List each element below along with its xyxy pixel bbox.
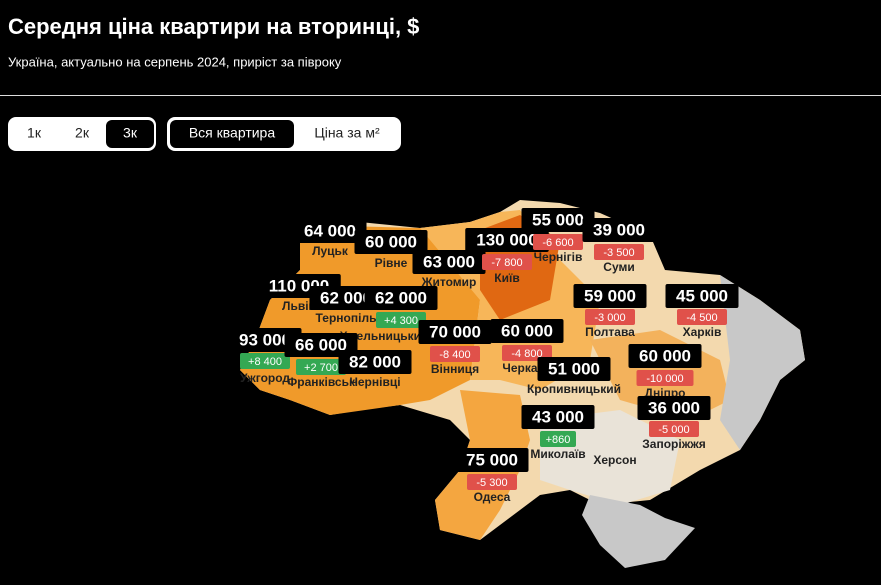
city-name: Ужгород	[240, 371, 290, 385]
city-name: Київ	[494, 271, 519, 285]
city-name: Харків	[683, 325, 722, 339]
chart-title: Середня ціна квартири на вторинці, $	[8, 14, 419, 39]
price-label: 55 000	[532, 210, 584, 229]
change-label: -6 600	[542, 237, 573, 249]
price-label: 62 000	[320, 288, 372, 307]
change-label: -7 800	[491, 257, 522, 269]
price-label: 70 000	[429, 322, 481, 341]
price-box	[637, 396, 711, 420]
price-label: 75 000	[466, 450, 518, 469]
change-label: -4 800	[511, 348, 542, 360]
price-box	[309, 286, 383, 310]
price-box	[521, 208, 595, 232]
change-badge	[636, 370, 694, 386]
tab-selected	[170, 120, 294, 148]
price-label: 60 000	[365, 232, 417, 251]
price-box	[628, 344, 702, 368]
tab[interactable]: Вся квартира	[189, 125, 275, 141]
price-box	[412, 250, 486, 274]
city-name: Рівне	[375, 256, 408, 270]
change-badge	[240, 353, 290, 369]
price-box	[228, 328, 302, 352]
city-name: Чернігів	[534, 250, 583, 264]
change-badge	[467, 474, 517, 490]
tab[interactable]: 1к	[27, 125, 42, 141]
city-name: Франківськ	[287, 375, 356, 389]
change-badge	[296, 359, 346, 375]
change-label: +4 300	[384, 315, 418, 327]
change-label: +860	[546, 434, 571, 446]
price-label: 59 000	[584, 286, 636, 305]
chart-subtitle: Україна, актуально на серпень 2024, прир…	[8, 54, 342, 69]
city-name: Полтава	[585, 325, 635, 339]
change-badge	[540, 431, 576, 447]
city-name: Суми	[603, 260, 634, 274]
price-box	[465, 228, 549, 252]
price-label: 45 000	[676, 286, 728, 305]
region-crimea	[582, 495, 695, 568]
price-label: 60 000	[639, 346, 691, 365]
region-east	[720, 275, 805, 450]
change-badge	[376, 312, 426, 328]
price-box	[582, 218, 656, 242]
price-label: 63 000	[423, 252, 475, 271]
tab[interactable]: Ціна за м²	[314, 125, 380, 141]
price-box	[338, 350, 412, 374]
change-label: -4 500	[686, 312, 717, 324]
change-badge	[594, 244, 644, 260]
price-label: 60 000	[501, 321, 553, 340]
price-label: 130 000	[476, 230, 537, 249]
tab[interactable]: 3к	[123, 125, 138, 141]
change-label: +8 400	[248, 356, 282, 368]
change-label: +2 700	[304, 362, 338, 374]
change-label: -3 000	[594, 312, 625, 324]
change-badge	[533, 234, 583, 250]
city-name: Одеса	[474, 490, 511, 504]
price-label: 64 000	[304, 221, 356, 240]
city-name: Миколаїв	[530, 447, 585, 461]
price-label: 39 000	[593, 220, 645, 239]
price-label: 66 000	[295, 335, 347, 354]
price-label: 43 000	[532, 407, 584, 426]
city-name: Луцьк	[312, 244, 349, 258]
price-box	[364, 286, 438, 310]
price-label: 51 000	[548, 359, 600, 378]
city-name: Тернопіль	[316, 311, 377, 325]
price-box	[573, 284, 647, 308]
change-badge	[677, 309, 727, 325]
change-label: -5 000	[658, 424, 689, 436]
price-box	[537, 357, 611, 381]
change-label: -8 400	[439, 349, 470, 361]
city-name: Запоріжжя	[642, 437, 705, 451]
city-name: Львів	[282, 299, 316, 313]
change-badge	[482, 254, 532, 270]
city-name: Кропивницький	[527, 382, 621, 396]
change-label: -10 000	[646, 373, 683, 385]
price-label: 62 000	[375, 288, 427, 307]
price-label: 36 000	[648, 398, 700, 417]
change-label: -5 300	[476, 477, 507, 489]
price-box	[490, 319, 564, 343]
price-label: 82 000	[349, 352, 401, 371]
price-box	[455, 448, 529, 472]
change-badge	[430, 346, 480, 362]
city-name: Херсон	[593, 453, 636, 467]
change-label: -3 500	[603, 247, 634, 259]
price-box	[521, 405, 595, 429]
city-name: Вінниця	[431, 362, 479, 376]
city-name: Хмельницький	[340, 329, 429, 343]
change-badge	[585, 309, 635, 325]
price-box	[354, 230, 428, 254]
price-box	[293, 219, 367, 243]
city-name: Житомир	[421, 275, 477, 289]
city-name: Чернівці	[349, 375, 400, 389]
change-badge	[649, 421, 699, 437]
tab[interactable]: 2к	[75, 125, 90, 141]
tab-selected	[106, 120, 154, 148]
price-box	[665, 284, 739, 308]
price-label: 93 000	[239, 330, 291, 349]
price-box	[418, 320, 492, 344]
